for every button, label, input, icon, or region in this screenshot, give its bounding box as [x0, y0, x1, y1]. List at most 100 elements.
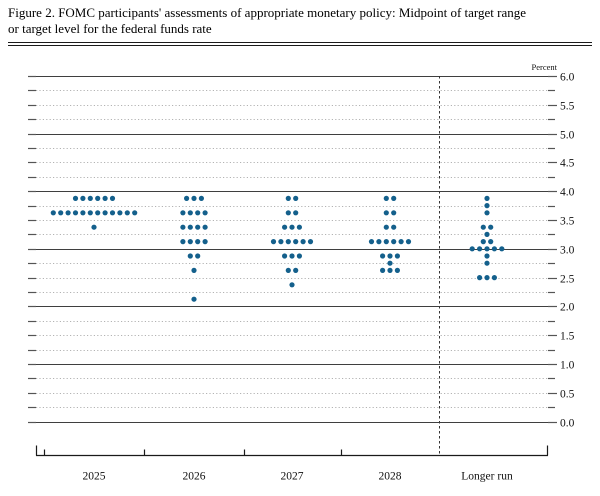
projection-dot	[72, 210, 79, 216]
projection-dot	[405, 239, 412, 245]
projection-dot	[491, 246, 497, 252]
projection-dot	[387, 267, 393, 273]
projection-dot	[383, 224, 389, 230]
y-axis-label: 5.0	[560, 130, 575, 142]
projection-dot	[187, 239, 193, 245]
y-axis-label: 3.5	[560, 216, 575, 228]
x-axis-label: 2025	[83, 471, 106, 483]
projection-dot	[469, 246, 475, 252]
projection-dot	[270, 239, 277, 245]
projection-dot	[296, 253, 302, 259]
projection-dot	[383, 239, 389, 245]
y-axis-label: 1.5	[560, 331, 575, 343]
x-axis-label: 2027	[281, 471, 304, 483]
projection-dot	[391, 239, 397, 245]
projection-dot	[499, 246, 505, 252]
projection-dot	[484, 195, 490, 201]
projection-dot	[477, 275, 483, 281]
projection-dot	[180, 239, 186, 245]
projection-dot	[376, 239, 382, 245]
projection-dot	[394, 253, 400, 259]
y-axis-label: 6.0	[560, 72, 575, 84]
projection-dot	[383, 210, 389, 216]
projection-dot	[391, 224, 397, 230]
projection-dot	[191, 195, 197, 201]
projection-dot	[285, 210, 291, 216]
figure-title-line2: or target level for the federal funds ra…	[8, 21, 212, 36]
y-axis-label: 2.0	[560, 302, 575, 314]
projection-dot	[387, 260, 393, 266]
projection-dot	[87, 210, 93, 216]
projection-dot	[195, 239, 201, 245]
projection-dot	[480, 239, 486, 245]
projection-dot	[117, 210, 123, 216]
y-axis-label: 0.5	[560, 389, 575, 401]
projection-dot	[391, 195, 397, 201]
projection-dot	[282, 224, 288, 230]
projection-dot	[202, 210, 208, 216]
projection-dot	[285, 239, 291, 245]
projection-dot	[293, 239, 299, 245]
projection-dot	[285, 195, 291, 201]
projection-dot	[380, 253, 386, 259]
projection-dot	[195, 210, 201, 216]
projection-dot	[484, 260, 490, 266]
projection-dot	[102, 195, 108, 201]
projection-dot	[293, 267, 299, 273]
projection-dot	[132, 210, 138, 216]
projection-dot	[191, 296, 197, 302]
projection-dot	[191, 267, 197, 273]
projection-dot	[391, 210, 397, 216]
projection-dot	[380, 267, 386, 273]
y-axis-label: 3.0	[560, 245, 575, 257]
projection-dot	[289, 282, 295, 288]
projection-dot	[91, 224, 97, 230]
projection-dot	[383, 195, 389, 201]
projection-dot	[289, 224, 295, 230]
projection-dot	[187, 224, 193, 230]
projection-dot	[87, 195, 93, 201]
title-double-rule	[8, 42, 592, 46]
projection-dot	[307, 239, 314, 245]
projection-dot	[477, 246, 483, 252]
figure-title-line1: Figure 2. FOMC participants' assessments…	[8, 5, 527, 20]
projection-dot	[484, 275, 490, 281]
projection-dot	[480, 224, 486, 230]
dot-plot-chart: 6.0 5.5 5.0 4.5 4.0 3.5 3.0 2.5 2.0 1.5 1.0 0.5 0.0 P…	[28, 62, 575, 483]
projection-dot	[293, 195, 299, 201]
projection-dot	[80, 210, 86, 216]
figure-title: Figure 2. FOMC participants' assessments…	[8, 5, 594, 37]
projection-dot	[109, 210, 116, 216]
projection-dot	[180, 210, 186, 216]
projection-dot	[398, 239, 404, 245]
projection-dot	[195, 224, 201, 230]
y-axis-label: 0.0	[560, 418, 575, 430]
projection-dot	[484, 246, 490, 252]
projection-dot	[80, 195, 86, 201]
projection-dot	[102, 210, 108, 216]
projection-dot	[293, 210, 299, 216]
y-axis-label: 4.0	[560, 187, 575, 199]
projection-dot	[180, 224, 186, 230]
projection-dot	[282, 253, 288, 259]
projection-dot	[285, 267, 291, 273]
projection-dot	[368, 239, 375, 245]
projection-dot	[95, 195, 101, 201]
x-axis-label: 2028	[379, 471, 402, 483]
percent-unit-label: Percent	[532, 62, 558, 72]
y-axis-label: 5.5	[560, 101, 575, 113]
projection-dot	[72, 195, 79, 201]
projection-dot	[95, 210, 101, 216]
projection-dot	[300, 239, 306, 245]
projection-dot	[491, 275, 497, 281]
projection-dot	[484, 253, 490, 259]
projection-dot	[187, 253, 193, 259]
projection-dot	[124, 210, 130, 216]
y-axis-label: 1.0	[560, 360, 575, 372]
y-axis-label: 4.5	[560, 158, 575, 170]
projection-dot	[195, 253, 201, 259]
x-axis-label: 2026	[183, 471, 206, 483]
projection-dot	[278, 239, 284, 245]
projection-dot	[484, 231, 490, 237]
